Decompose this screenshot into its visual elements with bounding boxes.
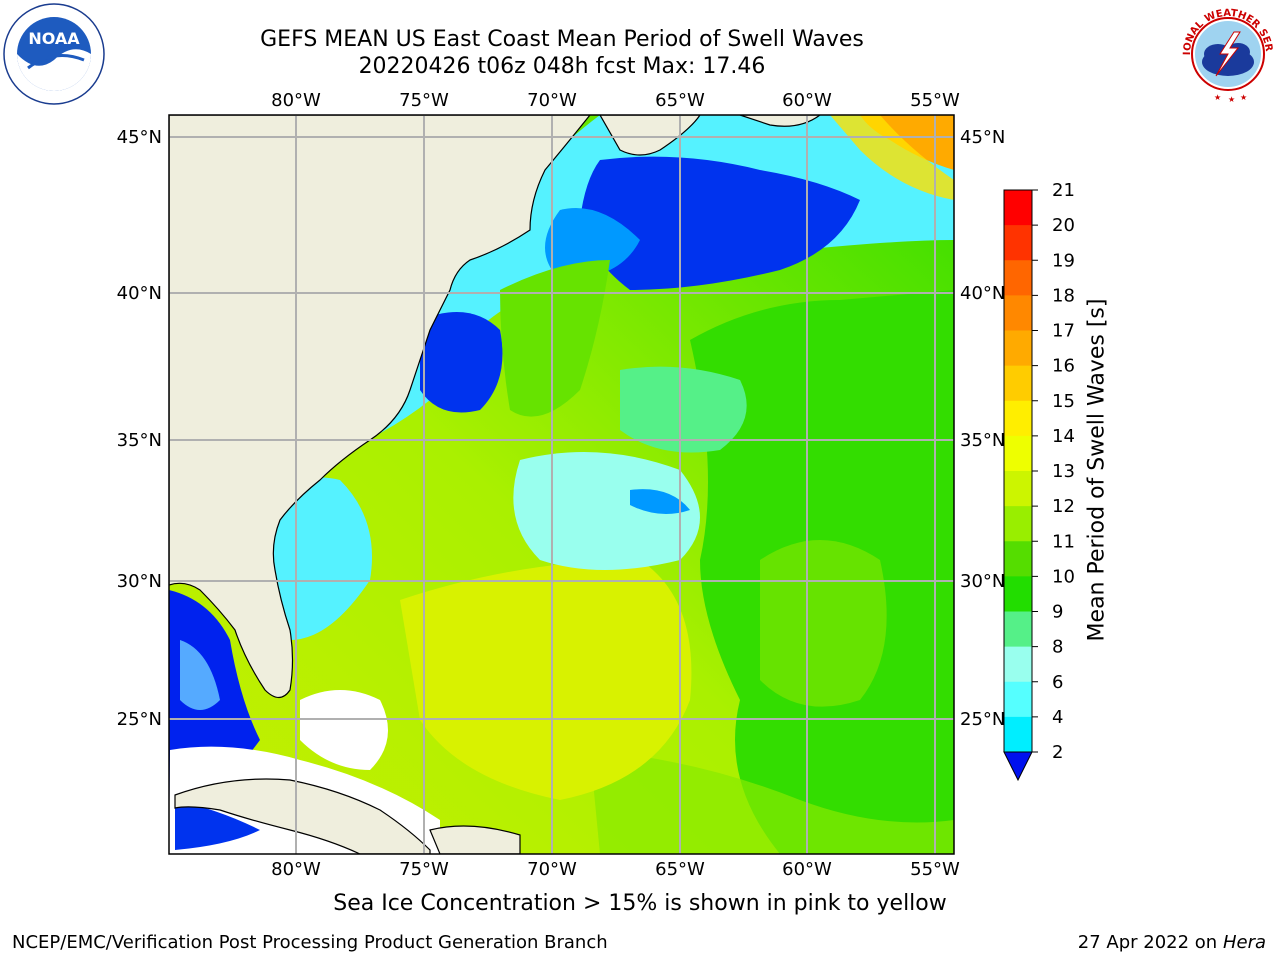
field-blue-caribbean bbox=[175, 800, 260, 850]
colorbar-bin bbox=[1004, 400, 1032, 437]
lat-label: 45°N bbox=[960, 127, 1005, 148]
land-hispaniola bbox=[429, 825, 521, 854]
colorbar-tick-label: 10 bbox=[1052, 566, 1075, 587]
colorbar-tick-label: 6 bbox=[1052, 672, 1063, 693]
colorbar-bin bbox=[1004, 365, 1032, 402]
colorbar-under-arrow bbox=[1003, 751, 1033, 782]
field-cyan-coast bbox=[260, 477, 372, 640]
field-cyan-center bbox=[513, 452, 700, 570]
field-seagreen-mid bbox=[620, 366, 747, 453]
colorbar-tick-label: 19 bbox=[1052, 250, 1075, 271]
lon-label: 70°W bbox=[527, 859, 577, 880]
footer-date: 27 Apr 2022 on Hera bbox=[1078, 932, 1266, 953]
lon-label: 60°W bbox=[782, 859, 832, 880]
lat-label: 35°N bbox=[960, 430, 1005, 451]
colorbar-bin bbox=[1004, 611, 1032, 648]
lat-label: 40°N bbox=[117, 283, 162, 304]
field-green-tongue bbox=[500, 260, 610, 417]
colorbar-tick-label: 9 bbox=[1052, 602, 1063, 623]
lat-label: 30°N bbox=[960, 571, 1005, 592]
footer-credit: NCEP/EMC/Verification Post Processing Pr… bbox=[12, 932, 608, 953]
colorbar: 21 20 19 18 17 16 15 14 13 12 11 10 9 8 6 4 2 bbox=[1003, 180, 1075, 782]
lat-label: 40°N bbox=[960, 283, 1005, 304]
colorbar-tick-label: 16 bbox=[1052, 356, 1075, 377]
lon-label: 80°W bbox=[271, 90, 321, 111]
lat-labels-left: 45°N 40°N 35°N 30°N 25°N bbox=[117, 127, 162, 730]
nws-logo: NATIONAL WEATHER SERVICE ★ ★ ★ bbox=[1176, 2, 1278, 104]
footer-date-text: 27 Apr 2022 on bbox=[1077, 932, 1223, 953]
colorbar-tick-label: 17 bbox=[1052, 321, 1075, 342]
lat-label: 30°N bbox=[117, 571, 162, 592]
field-blue-offshore bbox=[420, 312, 503, 413]
lon-label: 65°W bbox=[655, 90, 705, 111]
colorbar-tick-label: 8 bbox=[1052, 637, 1063, 658]
lon-label: 65°W bbox=[655, 859, 705, 880]
land-nova-scotia bbox=[599, 115, 701, 156]
colorbar-bin bbox=[1004, 716, 1032, 753]
map-area bbox=[169, 115, 954, 854]
lon-labels-bottom: 80°W 75°W 70°W 65°W 60°W 55°W bbox=[271, 859, 960, 880]
lon-label: 80°W bbox=[271, 859, 321, 880]
noaa-logo: NOAA bbox=[3, 3, 105, 105]
lat-label: 35°N bbox=[117, 430, 162, 451]
colorbar-bin bbox=[1004, 225, 1032, 261]
map-frame bbox=[168, 114, 955, 855]
colorbar-bin bbox=[1004, 190, 1032, 226]
colorbar-tick-label: 11 bbox=[1052, 531, 1075, 552]
svg-text:NOAA: NOAA bbox=[28, 29, 80, 48]
lat-label: 45°N bbox=[117, 127, 162, 148]
colorbar-bin bbox=[1004, 541, 1032, 577]
lat-label: 25°N bbox=[117, 709, 162, 730]
colorbar-bin bbox=[1004, 646, 1032, 683]
lon-label: 70°W bbox=[527, 90, 577, 111]
land-cuba bbox=[174, 778, 431, 854]
colorbar-tick-label: 4 bbox=[1052, 707, 1063, 728]
lat-labels-right: 45°N 40°N 35°N 30°N 25°N bbox=[960, 127, 1005, 730]
colorbar-bin bbox=[1004, 471, 1032, 507]
colorbar-tick-label: 20 bbox=[1052, 215, 1075, 236]
footer-host: Hera bbox=[1222, 932, 1266, 953]
sea-ice-note: Sea Ice Concentration > 15% is shown in … bbox=[333, 891, 947, 916]
field-blue-patch bbox=[630, 489, 690, 514]
colorbar-label: Mean Period of Swell Waves [s] bbox=[1084, 298, 1110, 642]
field-green-mid bbox=[760, 540, 887, 707]
colorbar-bin bbox=[1004, 330, 1032, 367]
colorbar-tick-label: 2 bbox=[1052, 742, 1063, 763]
lon-label: 60°W bbox=[782, 90, 832, 111]
colorbar-bin bbox=[1004, 295, 1032, 331]
lon-label: 75°W bbox=[399, 859, 449, 880]
colorbar-bin bbox=[1004, 435, 1032, 472]
svg-text:★: ★ bbox=[1228, 95, 1235, 104]
field-blue-gulf-maine bbox=[580, 156, 860, 290]
colorbar-tick-label: 21 bbox=[1052, 180, 1075, 201]
chart-subtitle: 20220426 t06z 048h fcst Max: 17.46 bbox=[358, 54, 766, 79]
colorbar-tick-label: 14 bbox=[1052, 426, 1075, 447]
colorbar-bin bbox=[1004, 576, 1032, 612]
lon-labels-top: 80°W 75°W 70°W 65°W 60°W 55°W bbox=[271, 90, 960, 111]
colorbar-bin bbox=[1004, 506, 1032, 542]
lat-label: 25°N bbox=[960, 709, 1005, 730]
colorbar-bin bbox=[1004, 681, 1032, 718]
field-midblue-north bbox=[545, 208, 640, 280]
field-bahamas-white bbox=[300, 690, 388, 770]
lon-label: 55°W bbox=[910, 90, 960, 111]
grid-lines bbox=[169, 115, 954, 854]
chart-title: GEFS MEAN US East Coast Mean Period of S… bbox=[260, 27, 864, 52]
field-yellow-south bbox=[400, 560, 692, 800]
colorbar-tick-label: 15 bbox=[1052, 391, 1075, 412]
svg-text:★: ★ bbox=[1214, 93, 1221, 102]
lon-label: 75°W bbox=[399, 90, 449, 111]
colorbar-tick-label: 18 bbox=[1052, 285, 1075, 306]
colorbar-bin bbox=[1004, 260, 1032, 296]
land-north-america bbox=[169, 115, 591, 699]
svg-text:★: ★ bbox=[1240, 93, 1247, 102]
field-lightblue-gulf bbox=[180, 640, 220, 710]
lon-label: 55°W bbox=[910, 859, 960, 880]
colorbar-tick-label: 13 bbox=[1052, 461, 1075, 482]
colorbar-tick-label: 12 bbox=[1052, 496, 1075, 517]
